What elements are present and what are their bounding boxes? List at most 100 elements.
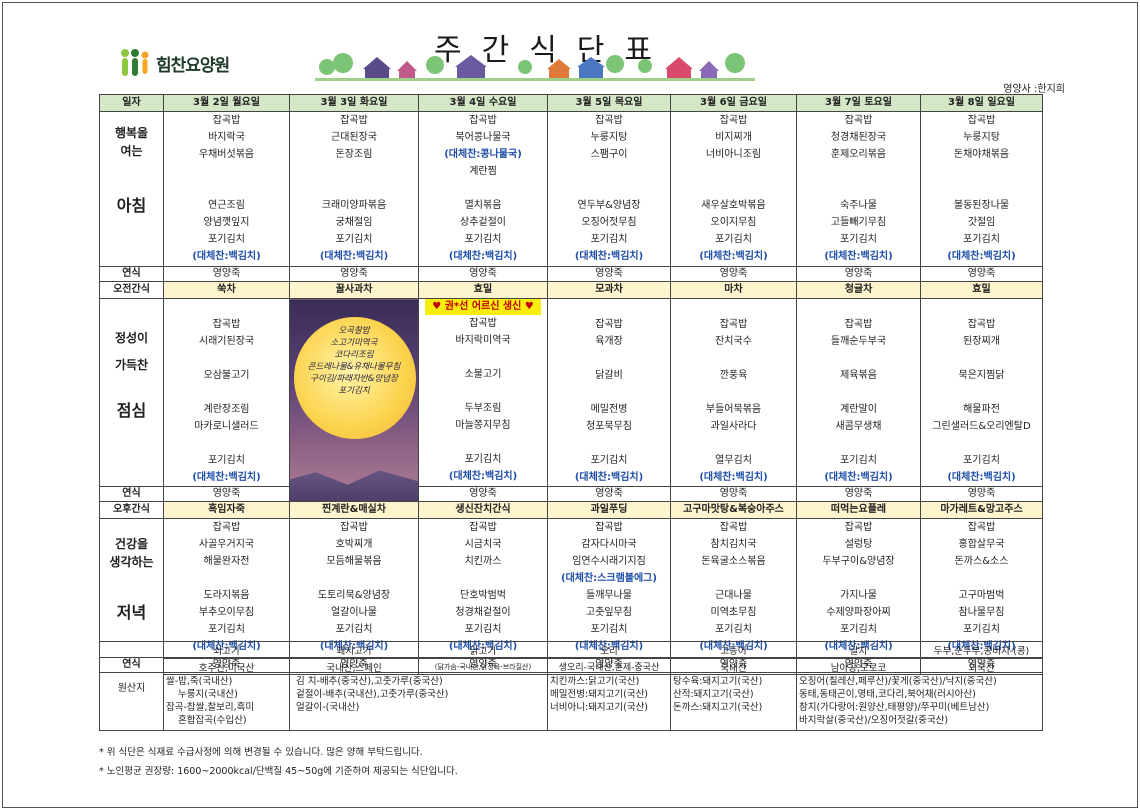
menu-item: 잡곡밥 (212, 522, 241, 533)
origin-detail-line: 겉절이-배추(국내산),고춧가루(중국산) (296, 689, 449, 700)
menu-item (165, 384, 289, 401)
special-menu-item: 코다리조림 (334, 350, 374, 360)
menu-item: 그린샐러드&오리엔탈D (932, 421, 1031, 432)
menu-item: 잡곡밥 (595, 319, 623, 330)
menu-item (922, 435, 1042, 452)
footnote: * 위 식단은 식재료 수급사정에 의해 변경될 수 있습니다. 많은 양해 부… (99, 747, 423, 758)
menu-item: 우채버섯볶음 (198, 149, 255, 160)
day-header: 3월 4일 수요일 (418, 94, 548, 112)
breakfast-cell: 잡곡밥 청경채된장국 훈제오리볶음 숙주나물 고들빼기무침 포기김치 (대체찬:백김치) (796, 111, 921, 267)
menu-item: 잡곡밥 (340, 522, 368, 533)
menu-item: 마카로니샐러드 (194, 421, 259, 432)
origin-detail-line: 오징어(칠레산,페루산)/꽃게(중국산)/낙지(중국산) (799, 676, 997, 687)
menu-item: (대체찬:백김치) (699, 472, 768, 483)
menu-item: 잡곡밥 (967, 522, 996, 533)
menu-item: 새콤무생채 (835, 421, 882, 432)
special-lunch-illustration: 오곡찰밥 소고기미역국 코다리조림 콘드레나물&유채나물무침 구이김/파래자반&… (289, 298, 419, 502)
menu-item: 포기김치 (208, 624, 245, 635)
moon-illustration (294, 317, 416, 439)
menu-item: (대체찬:백김치) (699, 251, 768, 262)
lunch-cell: 잡곡밥 된장찌개 묵은지찜닭 해물파전 그린샐러드&오리엔탈D 포기김치 (대체찬:백김치) (920, 298, 1043, 487)
menu-item: 제육볶음 (840, 370, 877, 381)
menu-item: 스팸구이 (590, 149, 628, 160)
dinner-label: 저녁 (116, 603, 147, 622)
lunch-label-cell: 정성이 가득찬 점심 (99, 298, 164, 487)
origin-country: 국내산,스페인 (289, 658, 419, 675)
menu-item: 잡곡밥 (719, 522, 748, 533)
menu-item: 포기김치 (464, 234, 502, 245)
menu-item: 너비아니조림 (705, 149, 762, 160)
origin-country: 외국산 (920, 658, 1043, 675)
porridge-cell: 영양죽 (163, 266, 290, 282)
porridge-cell: 영양죽 (418, 486, 548, 502)
origin-label: 원산지 (99, 641, 164, 731)
porridge-cell: 영양죽 (670, 266, 797, 282)
porridge-cell: 영양죽 (796, 266, 921, 282)
origin-item-row: 원산지 쇠고기 돼지고기 닭고기 오리 고등어 갈치 두부,순두부,콩비지-(콩… (99, 641, 1043, 731)
origin-detail-line: 동태,동태곤이,명태,코다리,북어채(러시아산) (799, 689, 976, 700)
menu-item (420, 383, 547, 400)
day-header: 3월 3일 화요일 (289, 94, 419, 112)
dinner-cell: 잡곡밥 감자다시마국 임연수시래기지짐 (대체찬:스크램블에그) 들깨무나물 고춧잎무침 포… (547, 518, 671, 658)
menu-item: 부들어묵볶음 (705, 404, 762, 415)
menu-item: 잡곡밥 (469, 522, 497, 533)
menu-item: 치킨까스 (464, 556, 502, 567)
dinner-cell: 잡곡밥 시금치국 치킨까스 단호박범벅 청경채겉절이 포기김치 (대체찬:백김치) (418, 518, 548, 658)
snack-cell: 생신잔치간식 (418, 501, 548, 519)
dinner-cell: 잡곡밥 호박찌개 모듬해물볶음 도토리묵&양념장 얼갈이나물 포기김치 (대체찬:백김치) (289, 518, 419, 658)
menu-item: 감자다시마국 (581, 539, 637, 550)
menu-item: 돈채야채볶음 (953, 149, 1010, 160)
menu-item: 과일사라다 (710, 421, 757, 432)
menu-item: 포기김치 (963, 234, 1000, 245)
day-header: 3월 7일 토요일 (796, 94, 921, 112)
menu-item: 돈육굴소스볶음 (701, 556, 766, 567)
menu-item (420, 349, 547, 366)
menu-item: 새우살호박볶음 (701, 200, 766, 211)
menu-item (672, 570, 796, 587)
menu-item: 두부조림 (464, 403, 502, 414)
dinner-slogan-1: 건강을 (114, 537, 149, 551)
special-lunch-menu: 오곡찰밥 소고기미역국 코다리조림 콘드레나물&유채나물무침 구이김/파래자반&… (291, 325, 418, 397)
menu-item: 잡곡밥 (469, 115, 497, 126)
menu-item: 잡곡밥 (719, 319, 748, 330)
menu-item: 오징어젓무침 (581, 217, 637, 228)
menu-item: 된장찌개 (963, 336, 1000, 347)
origin-detail-line: 산적:돼지고기(국산) (673, 689, 754, 700)
menu-item: 포기김치 (963, 624, 1000, 635)
origin-detail-line: 쌀-밥,죽(국내산) (166, 676, 233, 687)
origin-detail-line: 돈까스:돼지고기(국산) (673, 702, 763, 713)
breakfast-row: 행복을 여는 아침 잡곡밥 바지락국 우채버섯볶음 연근조림 양념깻잎지 포기김치 (대체찬… (99, 111, 1043, 267)
snack-cell: 청귤차 (796, 281, 921, 299)
menu-item: 닭갈비 (595, 370, 623, 381)
menu-item (291, 180, 418, 197)
menu-item (798, 300, 920, 317)
menu-item: 숙주나물 (840, 200, 877, 211)
people-icon (121, 49, 149, 76)
menu-item: 계란장조림 (203, 404, 250, 415)
menu-item (291, 570, 418, 587)
menu-item: 모듬해물볶음 (326, 556, 382, 567)
menu-item: 묵은지찜닭 (958, 370, 1005, 381)
menu-item: 메밀전병 (590, 404, 628, 415)
menu-item: 소불고기 (464, 369, 502, 380)
weekly-menu-table: 일자 3월 2일 월요일 3월 3일 화요일 3월 4일 수요일 3월 5일 목… (99, 94, 1043, 673)
menu-item (798, 350, 920, 367)
menu-item (798, 384, 920, 401)
day-header: 3월 6일 금요일 (670, 94, 797, 112)
menu-item: 도토리묵&양념장 (317, 590, 391, 601)
origin-detail-line: 메밀전병:돼지고기(국산) (550, 689, 649, 700)
menu-item: 고구마범벅 (958, 590, 1005, 601)
day-header: 3월 8일 일요일 (920, 94, 1043, 112)
menu-item: 해물파전 (963, 404, 1000, 415)
menu-item: (대체찬:백김치) (947, 251, 1016, 262)
menu-item: 얼갈이나물 (331, 607, 377, 618)
breakfast-label-cell: 행복을 여는 아침 (99, 111, 164, 267)
menu-item: 돈까스&소스 (954, 556, 1009, 567)
menu-item: (대체찬:백김치) (448, 471, 518, 482)
menu-item (672, 435, 796, 452)
menu-item: 멸치볶음 (464, 200, 502, 211)
menu-item: 포기김치 (464, 454, 502, 465)
menu-item (549, 300, 670, 317)
lunch-cell: ♥ 권*선 어르신 생신 ♥ 잡곡밥 바지락미역국 소불고기 두부조림 마늘쫑지무침 포기김… (418, 298, 548, 487)
origin-detail-line: 치킨까스:닭고기(국산) (550, 676, 640, 687)
